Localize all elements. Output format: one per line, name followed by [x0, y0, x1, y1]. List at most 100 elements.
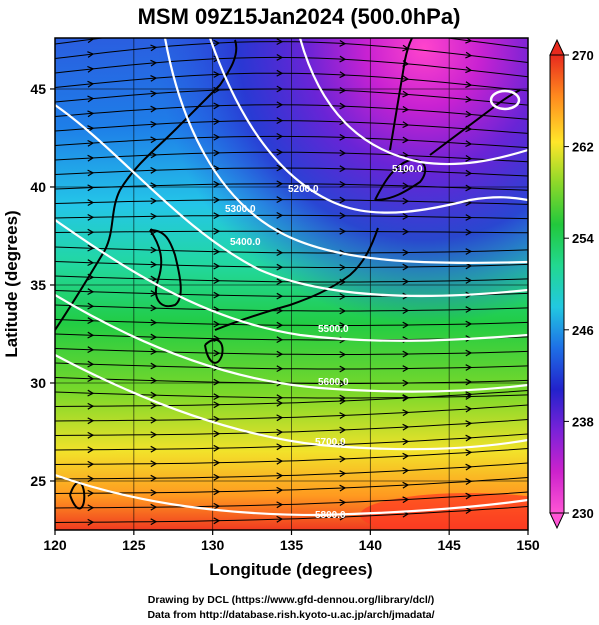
wind-arrow [465, 110, 473, 118]
x-tick-label: 135 [280, 537, 304, 553]
wind-arrow [465, 378, 473, 386]
wind-arrow [465, 184, 473, 192]
wind-arrow [528, 46, 534, 52]
wind-arrow [402, 167, 410, 174]
wind-arrow [402, 121, 410, 129]
coastline-taiwan [69, 481, 86, 510]
wind-arrow [529, 363, 534, 369]
wind-arrow [529, 402, 535, 408]
wind-arrow [150, 246, 158, 254]
wind-arrow [213, 320, 221, 328]
wind-arrow [213, 248, 221, 256]
wind-arrow [150, 166, 158, 174]
wind-arrow [339, 397, 347, 405]
contour-5300 [163, 38, 528, 265]
colorbar-tick-label: 230 [572, 506, 594, 521]
wind-arrow [150, 197, 158, 205]
wind-arrow [276, 132, 284, 140]
wind-arrow [529, 116, 535, 122]
wind-arrow [87, 199, 95, 207]
wind-arrow [87, 65, 95, 73]
wind-arrow [276, 515, 284, 523]
wind-arrow [339, 351, 347, 358]
wind-arrow [529, 475, 535, 481]
colorbar-upper-arrow [549, 38, 565, 56]
y-tick-label: 30 [30, 375, 46, 391]
wind-arrow [150, 182, 158, 190]
wind-arrow [465, 463, 473, 471]
wind-arrow [276, 457, 284, 465]
wind-arrow [87, 504, 95, 512]
wind-arrow [402, 321, 410, 329]
wind-arrow [213, 227, 221, 235]
wind-arrow [87, 139, 95, 147]
wind-arrow [465, 405, 473, 413]
wind-arrow [213, 291, 221, 299]
wind-arrow [339, 227, 347, 235]
wind-arrow [87, 110, 95, 118]
wind-arrow [529, 145, 534, 151]
wind-arrow [276, 350, 284, 358]
wind-arrow [150, 59, 158, 67]
wind-arrow [213, 277, 221, 285]
wind-arrow [276, 180, 284, 188]
x-tick-label: 130 [201, 537, 225, 553]
wind-arrow [529, 187, 534, 193]
wind-arrow [529, 202, 534, 208]
wind-arrow [213, 364, 221, 372]
wind-arrow [402, 136, 410, 144]
wind-arrow [276, 249, 284, 257]
colorbar-tick-label: 238 [572, 414, 594, 429]
contour-5200 [208, 38, 528, 214]
wind-arrow [339, 180, 347, 188]
wind-arrow [529, 159, 534, 165]
wind-arrow [339, 86, 347, 94]
wind-arrow [213, 517, 221, 525]
wind-arrow [276, 443, 284, 451]
wind-arrow [150, 489, 158, 497]
wind-arrow [529, 247, 534, 253]
wind-arrow [529, 378, 534, 384]
contour-5700 [55, 354, 528, 451]
wind-arrow [276, 428, 284, 436]
streamline [55, 391, 528, 399]
x-tick-label: 120 [43, 537, 67, 553]
wind-arrow [465, 492, 473, 500]
streamline [55, 104, 528, 120]
colorbar-tick-label: 262 [572, 140, 594, 155]
wind-arrow [339, 394, 347, 402]
wind-arrow [213, 473, 221, 481]
wind-arrow [213, 459, 221, 467]
closed-contour-island [489, 89, 521, 111]
coastline-china [55, 39, 238, 331]
wind-arrow [276, 394, 284, 402]
wind-arrow [465, 364, 473, 371]
wind-arrow [276, 148, 284, 156]
wind-arrow [213, 430, 221, 438]
coastline-korea [149, 229, 182, 308]
contour-label-5400: 5400.0 [230, 237, 261, 248]
streamline [55, 246, 528, 254]
wind-arrow [339, 293, 347, 300]
wind-arrow [402, 438, 410, 446]
contour-5500 [55, 219, 528, 342]
contour-5800 [55, 473, 528, 517]
wind-arrow [402, 496, 410, 504]
wind-arrow [402, 228, 410, 236]
y-tick-label: 40 [30, 179, 46, 195]
wind-arrow [529, 216, 534, 222]
y-axis-ticks: 25 30 35 40 45 [30, 81, 55, 489]
wind-arrow [339, 264, 347, 271]
streamline [55, 41, 528, 64]
wind-arrow [465, 449, 473, 457]
wind-arrow [276, 227, 284, 235]
wind-arrow [150, 503, 158, 511]
wind-arrow [213, 180, 221, 188]
colorbar-tick-label: 246 [572, 323, 594, 338]
wind-arrow [339, 212, 347, 220]
wind-arrow [402, 481, 410, 489]
x-axis-label: Longitude (degrees) [209, 560, 372, 579]
wind-arrow [87, 518, 95, 526]
wind-arrow [529, 131, 535, 137]
streamline [55, 491, 528, 509]
